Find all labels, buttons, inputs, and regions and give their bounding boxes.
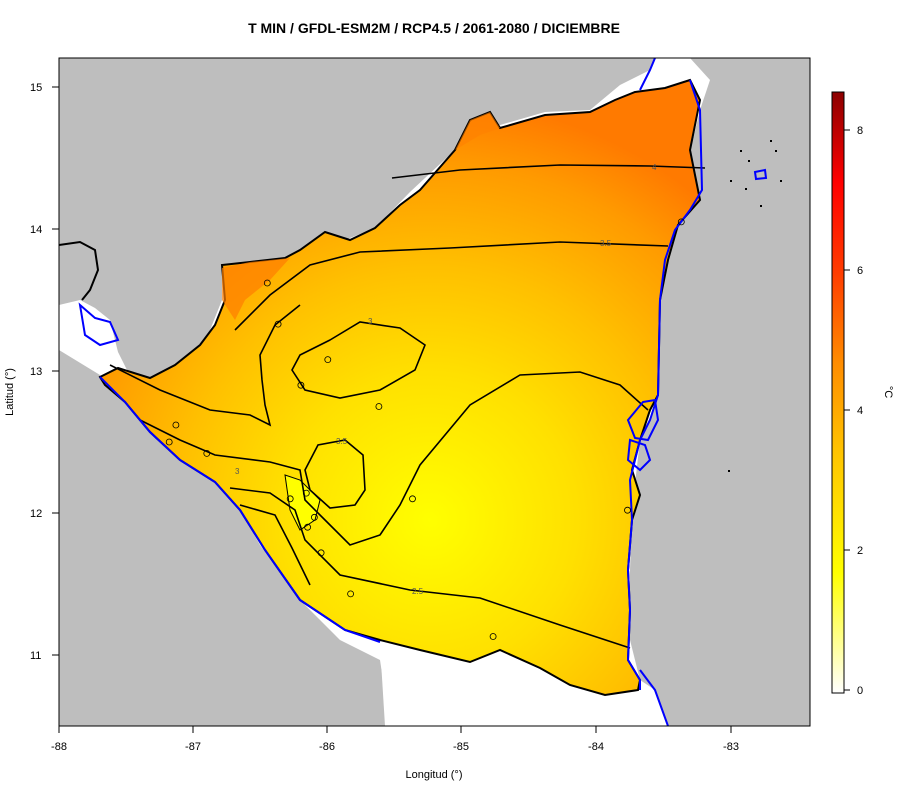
station-marker bbox=[375, 403, 383, 410]
colorbar-tick: 0 bbox=[857, 685, 863, 697]
station-marker bbox=[324, 356, 332, 364]
station-marker bbox=[172, 421, 180, 429]
warm-zone-nw bbox=[222, 258, 290, 320]
station-marker bbox=[203, 449, 211, 457]
y-axis-label: Latitud (°) bbox=[4, 368, 16, 416]
contour-label-group: 4 3.5 3 3.5 3 2.5 bbox=[235, 163, 657, 596]
x-tick-label: -83 bbox=[723, 741, 739, 753]
station-marker bbox=[274, 320, 282, 328]
x-tick-label: -85 bbox=[453, 741, 469, 753]
station-marker bbox=[489, 633, 497, 640]
station-marker bbox=[624, 506, 631, 514]
station-marker bbox=[286, 495, 294, 503]
y-tick-label: 14 bbox=[30, 224, 42, 236]
contour-label: 3 bbox=[235, 467, 240, 476]
station-marker bbox=[297, 381, 305, 389]
y-tick-label: 12 bbox=[30, 508, 42, 520]
station-marker bbox=[310, 513, 318, 521]
costa-rica-area bbox=[380, 645, 660, 726]
x-axis: -88 -87 -86 -85 -84 -83 Longitud (°) bbox=[51, 725, 739, 781]
y-tick-label: 13 bbox=[30, 366, 42, 378]
x-axis-label: Longitud (°) bbox=[406, 769, 463, 781]
contour-label: 3 bbox=[368, 317, 373, 326]
station-marker bbox=[165, 438, 173, 446]
x-tick-label: -88 bbox=[51, 741, 67, 753]
x-tick-label: -87 bbox=[185, 741, 201, 753]
station-markers bbox=[165, 218, 685, 640]
borders bbox=[59, 240, 100, 301]
nicaragua-land bbox=[98, 78, 702, 697]
x-tick-label: -86 bbox=[319, 741, 335, 753]
contour-label: 3.5 bbox=[600, 239, 612, 248]
colorbar-tick: 4 bbox=[857, 405, 863, 417]
colorbar-tick: 6 bbox=[857, 265, 863, 277]
station-marker bbox=[263, 279, 271, 287]
station-marker bbox=[347, 590, 355, 598]
warm-zone-n bbox=[455, 112, 500, 150]
station-marker bbox=[302, 489, 310, 497]
station-marker bbox=[677, 218, 685, 226]
coastline bbox=[78, 58, 768, 726]
contour-lines bbox=[109, 164, 706, 649]
pacific-area bbox=[59, 350, 390, 726]
honduras-land bbox=[59, 58, 655, 380]
colorbar: 0 2 4 6 8 °C bbox=[831, 91, 894, 697]
x-tick-label: -84 bbox=[588, 741, 604, 753]
y-axis: 15 14 13 12 11 Latitud (°) bbox=[4, 82, 60, 662]
station-marker bbox=[304, 523, 312, 531]
y-tick-label: 11 bbox=[30, 650, 41, 662]
contour-label: 3.5 bbox=[336, 437, 348, 446]
map-title: T MIN / GFDL-ESM2M / RCP4.5 / 2061-2080 … bbox=[248, 20, 620, 36]
y-tick-label: 15 bbox=[30, 82, 42, 94]
contour-label: 2.5 bbox=[412, 587, 424, 596]
colorbar-label: °C bbox=[882, 386, 894, 398]
station-marker bbox=[317, 549, 325, 557]
contour-label: 4 bbox=[652, 163, 657, 172]
colorbar-ramp bbox=[831, 91, 845, 694]
cays bbox=[728, 140, 782, 472]
colorbar-tick: 8 bbox=[857, 125, 863, 137]
station-marker bbox=[409, 495, 416, 503]
colorbar-tick: 2 bbox=[857, 545, 863, 557]
